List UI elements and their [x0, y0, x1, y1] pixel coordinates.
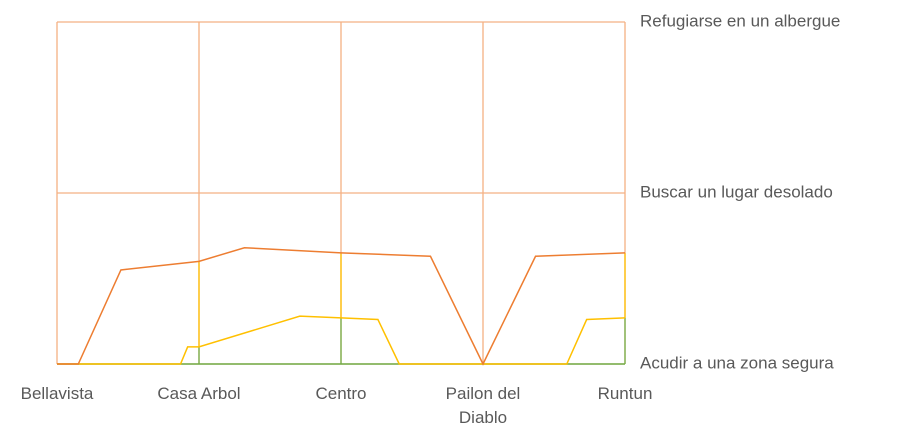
x-tick-label: Bellavista	[20, 384, 94, 403]
x-tick-label: Centro	[315, 384, 367, 403]
y-tick-label: Acudir a una zona segura	[640, 353, 834, 372]
y-tick-label: Buscar un lugar desolado	[640, 182, 833, 201]
x-tick-label: Casa Arbol	[157, 384, 241, 403]
series-line	[57, 246, 626, 366]
series-line	[57, 315, 626, 365]
x-tick-label: Runtun	[597, 384, 653, 403]
x-tick-label: Pailon del Diablo	[445, 384, 521, 427]
y-tick-label: Refugiarse en un albergue	[640, 11, 840, 30]
